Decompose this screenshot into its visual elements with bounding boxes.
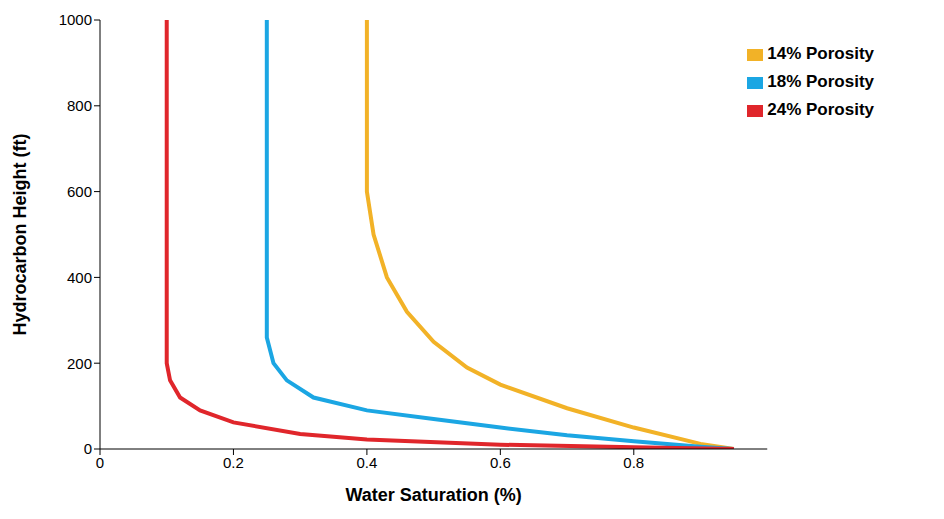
svg-text:0: 0 (84, 440, 92, 457)
svg-text:200: 200 (67, 355, 92, 372)
svg-text:Hydrocarbon Height (ft): Hydrocarbon Height (ft) (10, 134, 30, 336)
html-text:24% Porosity: 24% Porosity (767, 100, 874, 119)
html-text:14% Porosity: 14% Porosity (767, 44, 874, 63)
svg-text:0: 0 (96, 454, 104, 471)
html-text:18% Porosity: 18% Porosity (767, 72, 874, 91)
svg-text:1000: 1000 (59, 11, 92, 28)
svg-text:0.8: 0.8 (623, 454, 644, 471)
svg-text:0.4: 0.4 (356, 454, 377, 471)
svg-text:400: 400 (67, 269, 92, 286)
svg-text:600: 600 (67, 183, 92, 200)
svg-text:0.2: 0.2 (223, 454, 244, 471)
svg-text:0.6: 0.6 (490, 454, 511, 471)
svg-text:800: 800 (67, 97, 92, 114)
svg-text:Water Saturation (%): Water Saturation (%) (345, 485, 521, 505)
